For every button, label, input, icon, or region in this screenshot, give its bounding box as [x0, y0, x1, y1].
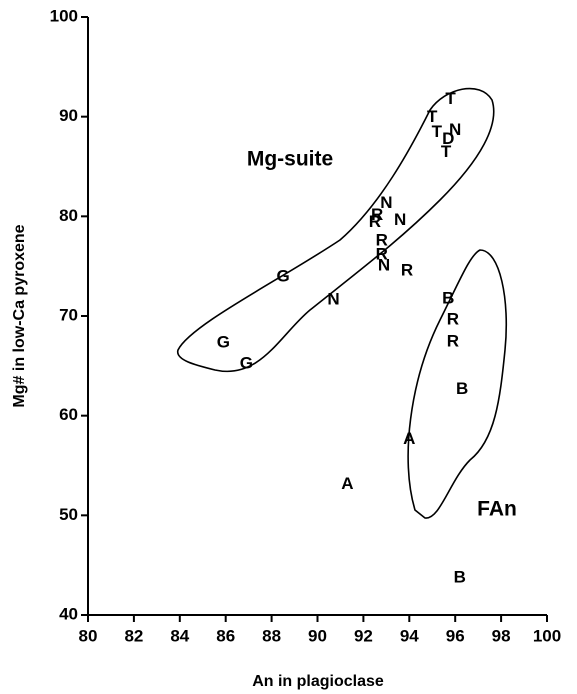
y-tick-label: 50 [59, 505, 78, 524]
y-axis-title: Mg# in low-Ca pyroxene [11, 224, 28, 407]
point-letter: N [380, 193, 392, 212]
fan-envelope [407, 249, 508, 519]
x-tick-label: 82 [124, 626, 143, 645]
point-letter: A [341, 474, 353, 493]
point-letter: G [217, 332, 230, 351]
point-letter: T [441, 142, 452, 161]
point-letter: G [240, 353, 253, 372]
point-letter: B [456, 379, 468, 398]
point-letter: R [371, 205, 383, 224]
point-letter: N [449, 120, 461, 139]
point-letter: T [427, 107, 438, 126]
point-letter: T [445, 89, 456, 108]
x-tick-label: 84 [170, 626, 189, 645]
point-letter: R [376, 245, 388, 264]
mg-suite-envelope [177, 87, 495, 373]
y-tick-label: 80 [59, 206, 78, 225]
y-tick-label: 40 [59, 604, 78, 623]
point-letter: R [447, 331, 459, 350]
point-letter: T [432, 122, 443, 141]
y-tick-label: 100 [50, 6, 78, 25]
point-letter: G [276, 267, 289, 286]
x-tick-label: 96 [446, 626, 465, 645]
point-letter: N [378, 256, 390, 275]
point-letter: B [442, 289, 454, 308]
x-tick-label: 100 [533, 626, 561, 645]
point-letter: R [369, 212, 381, 231]
point-letter: R [401, 261, 413, 280]
y-tick-label: 70 [59, 305, 78, 324]
x-tick-label: 88 [262, 626, 281, 645]
group-label: FAn [477, 498, 517, 521]
x-tick-label: 80 [79, 626, 98, 645]
x-tick-label: 86 [216, 626, 235, 645]
point-letter: R [447, 309, 459, 328]
x-axis-title: An in plagioclase [252, 673, 384, 690]
x-tick-label: 98 [492, 626, 511, 645]
group-label: Mg-suite [247, 148, 333, 171]
point-letter: R [376, 231, 388, 250]
y-tick-label: 60 [59, 405, 78, 424]
point-letter: D [442, 129, 454, 148]
point-letter: A [403, 429, 415, 448]
y-tick-label: 90 [59, 106, 78, 125]
point-letter: N [394, 210, 406, 229]
x-tick-label: 92 [354, 626, 373, 645]
x-tick-label: 94 [400, 626, 419, 645]
x-tick-label: 90 [308, 626, 327, 645]
point-letter: N [327, 290, 339, 309]
point-letter: B [454, 568, 466, 587]
